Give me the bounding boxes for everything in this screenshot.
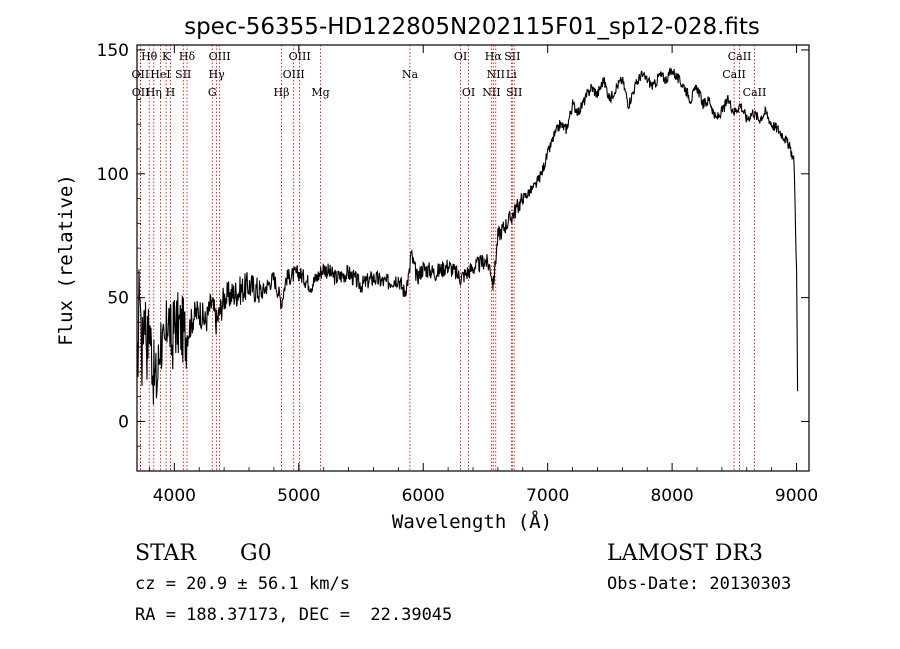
y-tick-label-3: 150 xyxy=(97,41,129,61)
chart-title: spec-56355-HD122805N202115F01_sp12-028.f… xyxy=(184,14,760,40)
survey-name: LAMOST DR3 xyxy=(607,541,763,566)
line-label-8: CaII xyxy=(728,50,752,63)
x-tick-label-4: 8000 xyxy=(650,486,693,506)
line-label-3: OIII xyxy=(209,50,231,63)
line-label-22: Hβ xyxy=(274,86,290,99)
y-tick-label-2: 100 xyxy=(97,165,129,185)
line-label-23: Mg xyxy=(311,86,329,99)
line-label-2: Hδ xyxy=(179,50,196,63)
spectral-line-markers xyxy=(139,45,755,471)
x-tick-label-5: 9000 xyxy=(775,486,818,506)
y-tick-label-1: 50 xyxy=(107,289,129,309)
line-label-27: CaII xyxy=(743,86,767,99)
line-label-24: OI xyxy=(462,86,475,99)
plot-frame xyxy=(136,44,810,472)
line-label-21: G xyxy=(208,86,217,99)
spectrum-line xyxy=(136,66,799,405)
x-tick-label-1: 5000 xyxy=(277,486,320,506)
line-label-13: OIII xyxy=(283,68,305,81)
line-label-17: CaII xyxy=(722,68,746,81)
x-axis-ticks: 4000 5000 6000 7000 8000 9000 xyxy=(149,45,818,506)
line-label-4: OIII xyxy=(289,50,311,63)
coordinates: RA = 188.37173, DEC = 22.39045 xyxy=(135,605,452,625)
object-subclass: G0 xyxy=(240,541,272,566)
line-label-7: SII xyxy=(504,50,520,63)
line-label-12: Hγ xyxy=(209,68,226,81)
line-label-5: OI xyxy=(454,50,467,63)
line-label-18: OII xyxy=(132,86,150,99)
y-axis-label: Flux (relative) xyxy=(55,174,77,346)
line-label-1: K xyxy=(162,50,171,63)
x-tick-label-0: 4000 xyxy=(153,486,196,506)
y-axis-ticks: 0 50 100 150 xyxy=(97,41,809,447)
observation-date: Obs-Date: 20130303 xyxy=(607,574,791,594)
x-tick-label-3: 7000 xyxy=(526,486,569,506)
line-label-10: HeI xyxy=(150,68,170,81)
line-label-6: Hα xyxy=(485,50,503,63)
line-label-14: Na xyxy=(402,68,419,81)
line-label-11: SII xyxy=(175,68,191,81)
line-label-25: NII xyxy=(482,86,500,99)
y-tick-label-0: 0 xyxy=(118,412,129,432)
x-tick-label-2: 6000 xyxy=(402,486,445,506)
line-label-16: Li xyxy=(506,68,517,81)
object-class: STAR xyxy=(135,541,197,566)
line-label-15: NII xyxy=(487,68,505,81)
line-label-19: Hη xyxy=(146,86,162,99)
x-axis-label: Wavelength (Å) xyxy=(392,510,552,533)
line-label-26: SII xyxy=(506,86,522,99)
redshift-cz: cz = 20.9 ± 56.1 km/s xyxy=(135,574,350,594)
line-label-0: Hθ xyxy=(141,50,158,63)
line-label-20: H xyxy=(166,86,176,99)
